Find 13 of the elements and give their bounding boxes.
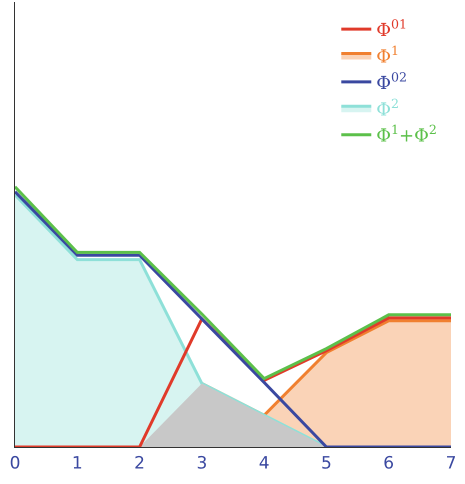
x-tick-label: 0 <box>10 453 20 474</box>
legend-label: Φ$^{2}$ <box>376 96 400 120</box>
x-tick-label: 1 <box>72 453 83 474</box>
legend-label: Φ$^{01}$ <box>376 16 408 42</box>
legend-label: Φ$^{1}$+Φ$^{2}$ <box>376 122 437 147</box>
x-tick-label: 4 <box>258 453 270 474</box>
legend-label: Φ$^{1}$ <box>376 42 400 68</box>
x-tick-label: 7 <box>446 453 456 474</box>
x-tick-label: 5 <box>321 453 332 474</box>
x-tick-label: 6 <box>383 453 394 474</box>
legend-label: Φ$^{02}$ <box>376 69 408 94</box>
x-tick-label: 3 <box>196 453 208 474</box>
x-tick-label: 2 <box>134 453 145 474</box>
